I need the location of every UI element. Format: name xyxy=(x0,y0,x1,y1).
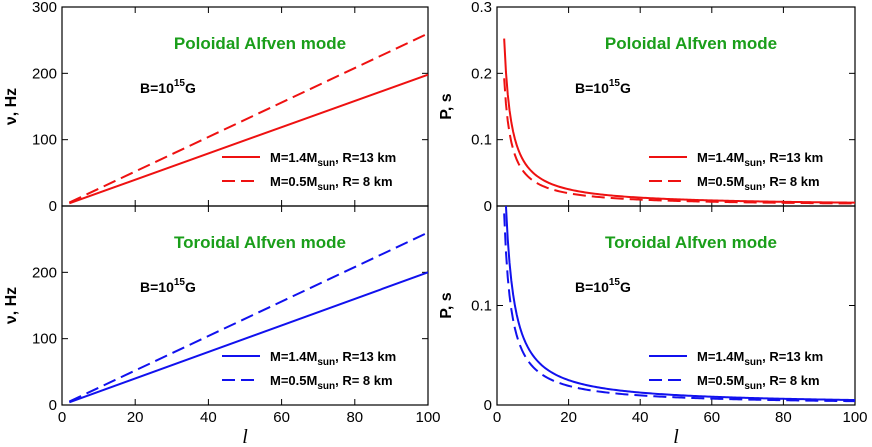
series-line-dashed xyxy=(503,213,855,403)
panel-toroidal-frequency: 0 100 200 0 20 40 60 80 100 l ν, Hz Toroidal Alfven… xyxy=(3,205,441,447)
x-tick-label: 80 xyxy=(775,409,792,426)
panel-title: Toroidal Alfven mode xyxy=(605,233,777,252)
x-tick-label: 60 xyxy=(273,409,290,426)
y-tick-label: 200 xyxy=(32,65,57,82)
x-tick-label: 60 xyxy=(703,409,720,426)
x-tick-label: 0 xyxy=(58,409,66,426)
x-tick-label: 40 xyxy=(200,409,217,426)
legend-label: M=0.5Msun, R= 8 km xyxy=(697,174,820,193)
plot-frame xyxy=(61,205,429,406)
panel-title: Toroidal Alfven mode xyxy=(174,233,346,252)
y-tick-label: 0 xyxy=(49,198,57,215)
panel-poloidal-period: 0 0.1 0.2 0.3 P, s Poloidal Alfven mode B=1015… xyxy=(438,0,856,215)
panel-poloidal-frequency: 0 100 200 300 ν, Hz Poloidal Alfven mode B=101… xyxy=(3,0,429,215)
legend-label: M=1.4Msun, R=13 km xyxy=(270,349,396,368)
series-line-solid xyxy=(68,73,428,205)
x-tick-label: 0 xyxy=(493,409,501,426)
y-axis-label: P, s xyxy=(438,93,455,120)
x-axis-label: l xyxy=(673,426,679,447)
y-tick-label: 200 xyxy=(32,264,57,281)
y-tick-label: 0 xyxy=(484,397,492,414)
y-tick-label: 0.1 xyxy=(471,132,492,149)
legend-label: M=1.4Msun, R=13 km xyxy=(697,349,823,368)
legend-label: M=0.5Msun, R= 8 km xyxy=(270,174,393,193)
series-line-dashed xyxy=(68,231,428,403)
x-tick-label: 100 xyxy=(842,409,867,426)
y-tick-label: 0 xyxy=(484,198,492,215)
y-axis-label: ν, Hz xyxy=(3,88,20,125)
panel-title: Poloidal Alfven mode xyxy=(605,34,777,53)
field-annotation: B=1015G xyxy=(575,78,631,96)
y-tick-label: 100 xyxy=(32,132,57,149)
y-tick-label: 0 xyxy=(49,397,57,414)
y-axis-label: P, s xyxy=(438,292,455,319)
y-tick-label: 300 xyxy=(32,0,57,16)
x-tick-label: 100 xyxy=(415,409,440,426)
x-tick-label: 20 xyxy=(127,409,144,426)
y-axis-label: ν, Hz xyxy=(3,287,20,324)
field-annotation: B=1015G xyxy=(575,277,631,295)
legend-label: M=1.4Msun, R=13 km xyxy=(697,150,823,169)
y-tick-label: 0.2 xyxy=(471,65,492,82)
series-line-solid xyxy=(503,38,855,204)
x-axis-label: l xyxy=(242,426,248,447)
y-tick-label: 100 xyxy=(32,331,57,348)
y-tick-label: 0.1 xyxy=(471,298,492,315)
legend-label: M=0.5Msun, R= 8 km xyxy=(697,373,820,392)
field-annotation: B=1015G xyxy=(140,78,196,96)
series-line-solid xyxy=(504,206,855,402)
panel-toroidal-period: 0 0.1 0 20 40 60 80 100 l P, s Toroidal Alfven mod… xyxy=(438,205,868,447)
series-line-dashed xyxy=(68,32,428,204)
legend-label: M=0.5Msun, R= 8 km xyxy=(270,373,393,392)
y-tick-label: 0.3 xyxy=(471,0,492,16)
x-tick-label: 40 xyxy=(632,409,649,426)
x-tick-label: 80 xyxy=(346,409,363,426)
panel-title: Poloidal Alfven mode xyxy=(174,34,346,53)
legend-label: M=1.4Msun, R=13 km xyxy=(270,150,396,169)
series-line-solid xyxy=(68,271,428,404)
x-tick-label: 20 xyxy=(560,409,577,426)
field-annotation: B=1015G xyxy=(140,277,196,295)
series-line-dashed xyxy=(503,78,855,205)
